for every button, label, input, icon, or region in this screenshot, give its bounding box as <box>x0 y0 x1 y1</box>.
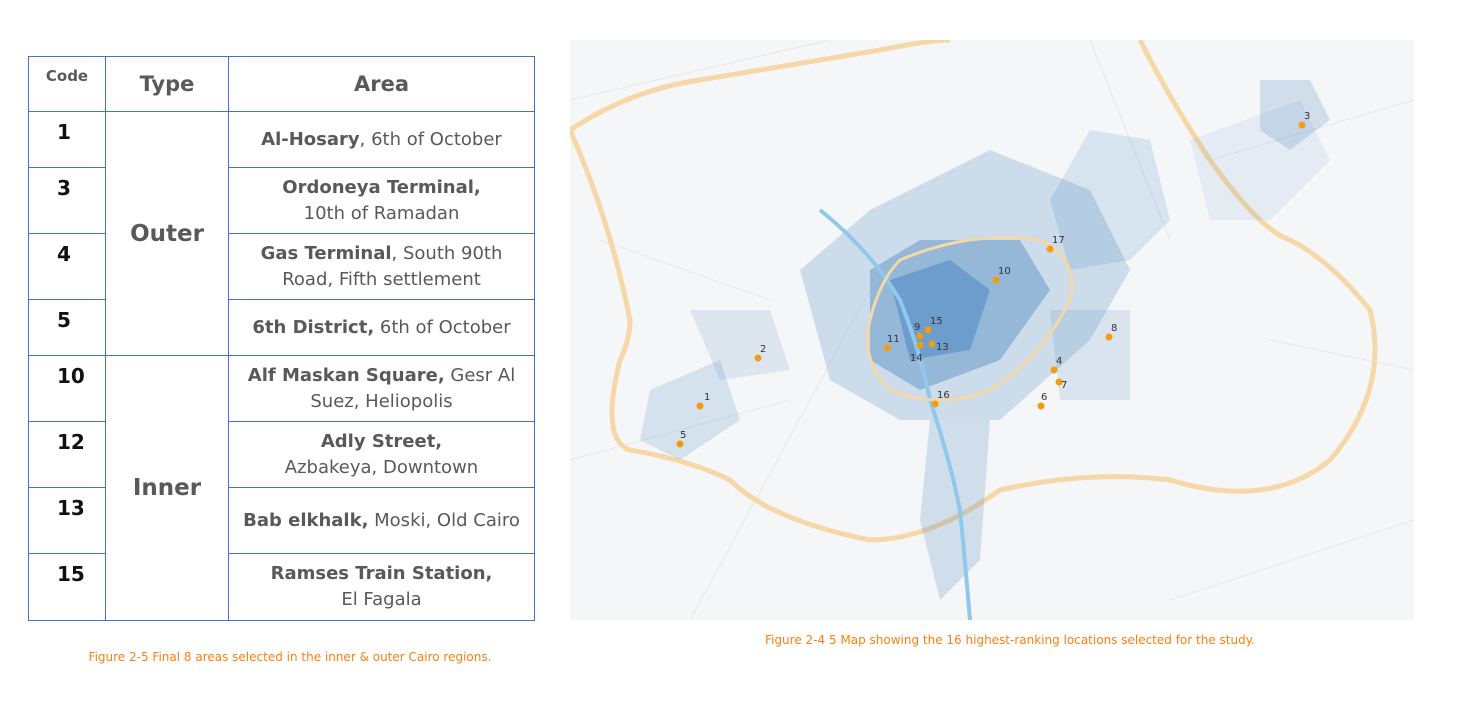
table-row: 1 Outer Al-Hosary, 6th of October <box>28 111 535 356</box>
location-marker-8 <box>1105 333 1113 341</box>
location-label-8: 8 <box>1111 323 1117 334</box>
code-cell: 13 <box>28 487 106 554</box>
area-detail: Gesr Al Suez, Heliopolis <box>310 364 516 412</box>
table-row: 5 6th District, 6th of October <box>28 299 535 356</box>
area-cell: Ordoneya Terminal, 10th of Ramadan <box>228 167 535 234</box>
location-label-10: 10 <box>998 266 1011 277</box>
area-detail: El Fagala <box>341 589 422 610</box>
location-marker-6 <box>1037 402 1045 410</box>
location-marker-13 <box>928 340 936 348</box>
location-marker-16 <box>931 400 939 408</box>
type-outer-cell: Outer <box>105 111 229 356</box>
location-label-15: 15 <box>930 316 943 327</box>
location-label-3: 3 <box>1304 111 1310 122</box>
area-detail: Azbakeya, Downtown <box>284 456 479 478</box>
map-canvas: 1 2 3 4 5 6 7 8 9 10 11 13 14 15 16 17 <box>570 40 1414 620</box>
area-detail: , South 90th Road, Fifth settlement <box>282 242 503 290</box>
location-label-6: 6 <box>1041 392 1047 403</box>
location-label-13: 13 <box>936 342 949 353</box>
area-cell: Alf Maskan Square, Gesr Al Suez, Heliopo… <box>228 355 535 422</box>
code-cell: 12 <box>28 421 106 488</box>
code-cell: 10 <box>28 355 106 422</box>
code-cell: 5 <box>28 299 106 356</box>
location-marker-3 <box>1298 121 1306 129</box>
location-label-11: 11 <box>887 334 900 345</box>
location-marker-15 <box>924 326 932 334</box>
location-marker-2 <box>754 354 762 362</box>
area-name: 6th District, <box>252 316 375 338</box>
area-cell: 6th District, 6th of October <box>228 299 535 356</box>
location-marker-10 <box>992 276 1000 284</box>
location-label-14: 14 <box>910 353 923 364</box>
area-name: Ramses Train Station, <box>270 563 493 584</box>
location-marker-9 <box>916 332 924 340</box>
map-streets <box>570 40 1414 620</box>
table-header-row: Code Type Area <box>28 56 535 112</box>
code-cell: 15 <box>28 553 106 621</box>
area-cell: Gas Terminal, South 90th Road, Fifth set… <box>228 233 535 300</box>
code-cell: 1 <box>28 111 106 168</box>
table-caption: Figure 2-5 Final 8 areas selected in the… <box>88 650 492 664</box>
type-inner-cell: Inner <box>105 355 229 621</box>
map-caption: Figure 2-4 5 Map showing the 16 highest-… <box>765 633 1255 647</box>
area-cell: Bab elkhalk, Moski, Old Cairo <box>228 487 535 554</box>
location-label-1: 1 <box>704 392 710 403</box>
location-marker-1 <box>696 402 704 410</box>
location-marker-11 <box>883 344 891 352</box>
inner-ring-road <box>866 236 1074 402</box>
location-marker-5 <box>676 440 684 448</box>
location-marker-4 <box>1050 366 1058 374</box>
area-name: Al-Hosary <box>261 128 360 150</box>
location-label-17: 17 <box>1052 235 1065 246</box>
table-row: 12 Adly Street, Azbakeya, Downtown <box>28 421 535 488</box>
location-label-7: 7 <box>1061 380 1067 391</box>
area-name: Bab elkhalk, <box>243 509 369 531</box>
location-marker-7 <box>1055 378 1063 386</box>
area-detail: 6th of October <box>374 316 511 338</box>
area-name: Ordoneya Terminal, <box>282 176 481 198</box>
table-row: 10 Inner Alf Maskan Square, Gesr Al Suez… <box>28 355 535 621</box>
areas-table: Code Type Area 1 Outer Al-Hosary, 6th of… <box>28 56 535 621</box>
table-row: 13 Bab elkhalk, Moski, Old Cairo <box>28 487 535 554</box>
cairo-map: 1 2 3 4 5 6 7 8 9 10 11 13 14 15 16 17 <box>570 40 1414 620</box>
area-cell: Al-Hosary, 6th of October <box>228 111 535 168</box>
code-header: Code <box>28 56 106 112</box>
location-marker-14 <box>916 341 924 349</box>
table-row: 4 Gas Terminal, South 90th Road, Fifth s… <box>28 233 535 300</box>
area-cell: Ramses Train Station, El Fagala <box>228 553 535 621</box>
location-marker-17 <box>1046 245 1054 253</box>
area-name: Alf Maskan Square, <box>247 364 445 386</box>
location-label-2: 2 <box>760 344 766 355</box>
location-label-4: 4 <box>1056 356 1062 367</box>
table-row: 3 Ordoneya Terminal, 10th of Ramadan <box>28 167 535 234</box>
ring-roads <box>570 40 1378 543</box>
area-header: Area <box>228 56 535 112</box>
area-detail: Moski, Old Cairo <box>368 509 520 531</box>
area-cell: Adly Street, Azbakeya, Downtown <box>228 421 535 488</box>
location-markers: 1 2 3 4 5 6 7 8 9 10 11 13 14 15 16 17 <box>676 111 1310 448</box>
code-cell: 4 <box>28 233 106 300</box>
area-detail: , 6th of October <box>359 128 502 150</box>
location-label-5: 5 <box>680 430 686 441</box>
location-label-9: 9 <box>914 322 920 333</box>
table-row: 15 Ramses Train Station, El Fagala <box>28 553 535 621</box>
code-cell: 3 <box>28 167 106 234</box>
area-name: Gas Terminal <box>260 242 392 264</box>
type-header: Type <box>105 56 229 112</box>
area-detail: 10th of Ramadan <box>303 202 460 224</box>
area-name: Adly Street, <box>320 430 443 452</box>
location-label-16: 16 <box>937 390 950 401</box>
density-layer <box>640 80 1330 600</box>
